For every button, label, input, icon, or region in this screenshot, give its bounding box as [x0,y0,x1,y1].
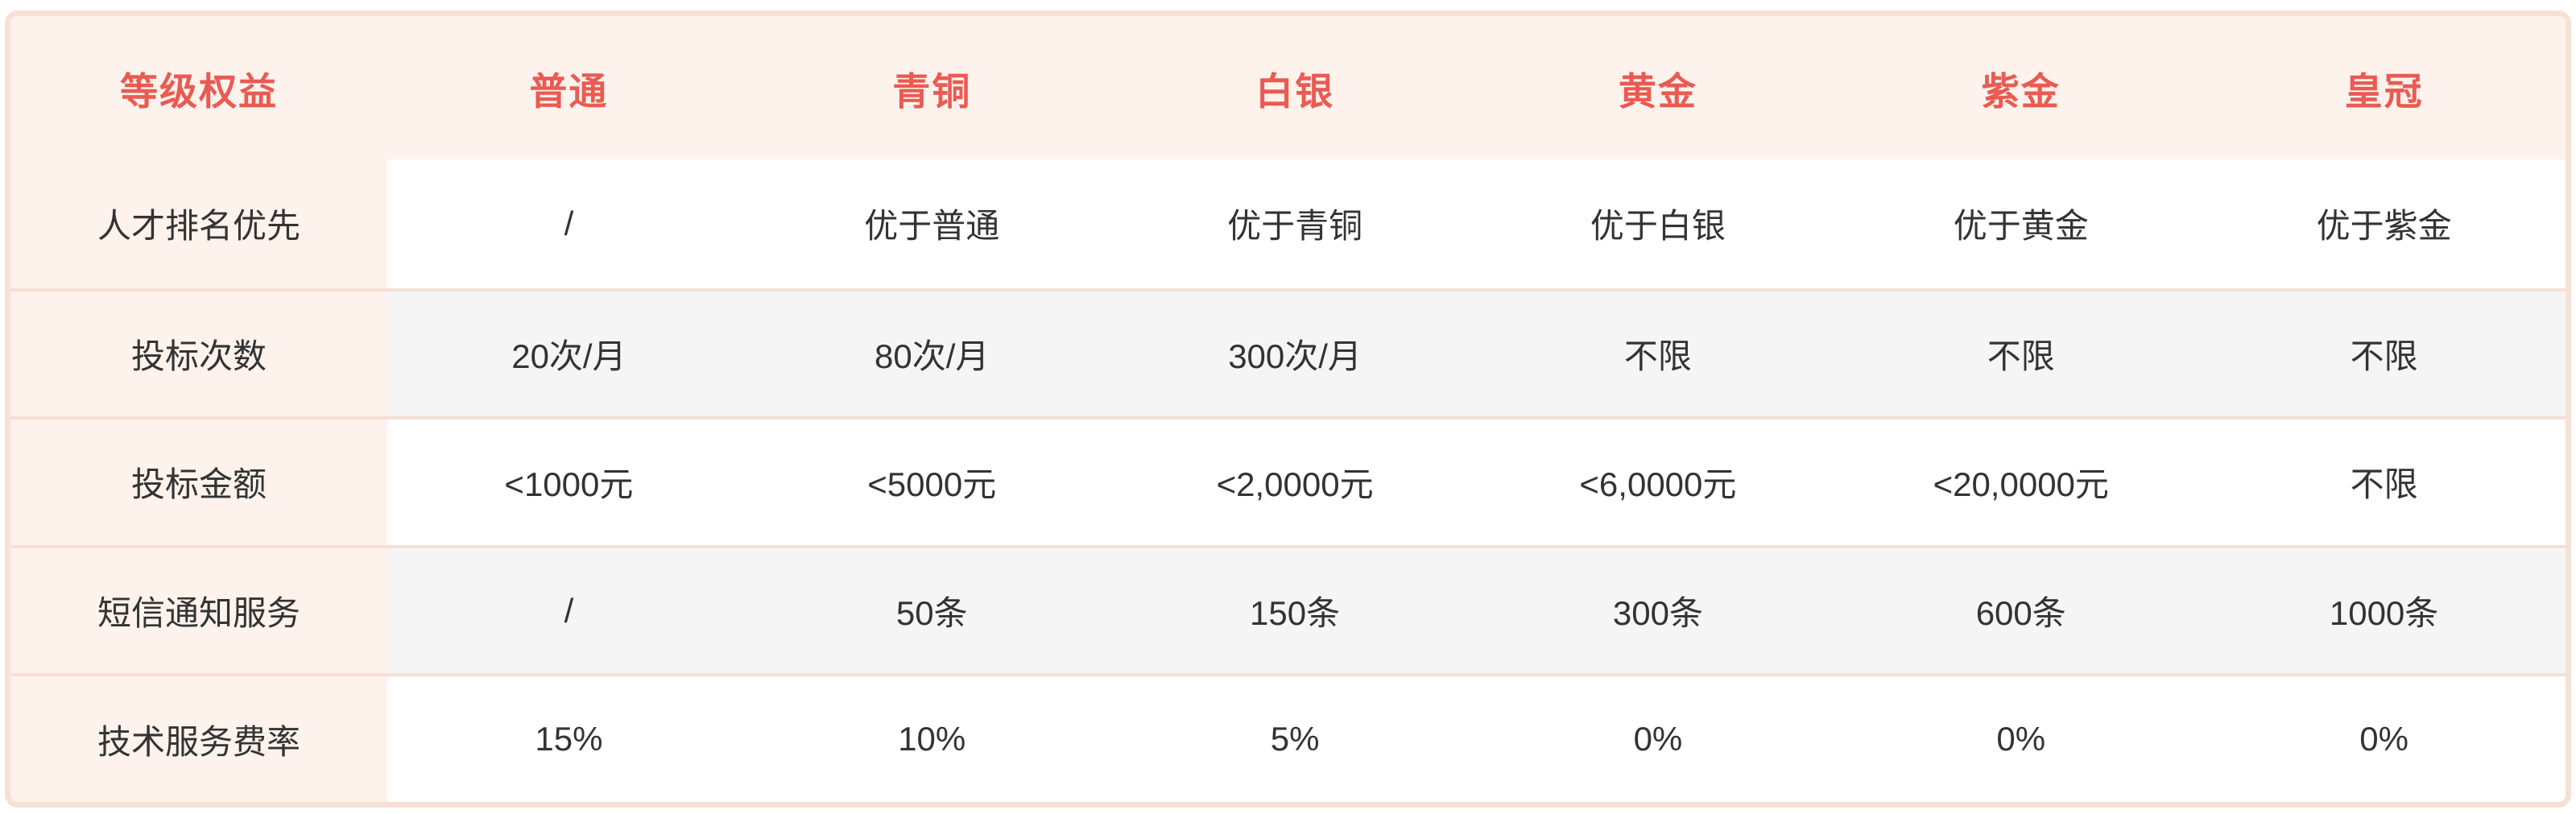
cell-talent-ranking-normal: / [387,159,750,288]
cell-service-fee-rate-bronze: 10% [750,673,1114,802]
cell-sms-service-silver: 150条 [1113,544,1477,674]
cell-sms-service-purple-gold: 600条 [1839,544,2203,674]
row-label-service-fee-rate: 技术服务费率 [10,673,387,802]
cell-service-fee-rate-crown: 0% [2202,673,2566,802]
row-label-talent-ranking: 人才排名优先 [10,159,387,288]
cell-bid-count-bronze: 80次/月 [750,287,1114,417]
cell-bid-count-normal: 20次/月 [387,287,750,417]
cell-bid-amount-silver: <2,0000元 [1113,416,1477,545]
cell-bid-amount-normal: <1000元 [387,416,750,545]
header-cell-tier-bronze: 青铜 [750,16,1114,159]
cell-service-fee-rate-gold: 0% [1476,673,1840,802]
header-cell-tier-purple-gold: 紫金 [1839,16,2203,159]
row-label-bid-amount: 投标金额 [10,416,387,545]
cell-service-fee-rate-silver: 5% [1113,673,1477,802]
cell-service-fee-rate-normal: 15% [387,673,750,802]
cell-bid-count-crown: 不限 [2202,287,2566,417]
cell-talent-ranking-silver: 优于青铜 [1113,159,1477,288]
tier-benefits-table: 等级权益 普通 青铜 白银 黄金 紫金 皇冠 人才排名优先 / 优于普通 优于青… [5,10,2571,808]
cell-sms-service-bronze: 50条 [750,544,1114,674]
cell-bid-amount-crown: 不限 [2202,416,2566,545]
cell-service-fee-rate-purple-gold: 0% [1839,673,2203,802]
cell-talent-ranking-purple-gold: 优于黄金 [1839,159,2203,288]
cell-bid-count-purple-gold: 不限 [1839,287,2203,417]
header-cell-tier-normal: 普通 [387,16,750,159]
cell-talent-ranking-crown: 优于紫金 [2202,159,2566,288]
cell-bid-amount-purple-gold: <20,0000元 [1839,416,2203,545]
cell-bid-amount-bronze: <5000元 [750,416,1114,545]
header-cell-tier-crown: 皇冠 [2202,16,2566,159]
header-cell-tier-gold: 黄金 [1476,16,1840,159]
cell-talent-ranking-gold: 优于白银 [1476,159,1840,288]
cell-sms-service-normal: / [387,544,750,674]
cell-talent-ranking-bronze: 优于普通 [750,159,1114,288]
header-cell-benefits: 等级权益 [10,16,387,159]
row-label-bid-count: 投标次数 [10,287,387,417]
row-label-sms-service: 短信通知服务 [10,544,387,674]
header-cell-tier-silver: 白银 [1113,16,1477,159]
cell-bid-amount-gold: <6,0000元 [1476,416,1840,545]
cell-sms-service-crown: 1000条 [2202,544,2566,674]
cell-sms-service-gold: 300条 [1476,544,1840,674]
cell-bid-count-silver: 300次/月 [1113,287,1477,417]
cell-bid-count-gold: 不限 [1476,287,1840,417]
